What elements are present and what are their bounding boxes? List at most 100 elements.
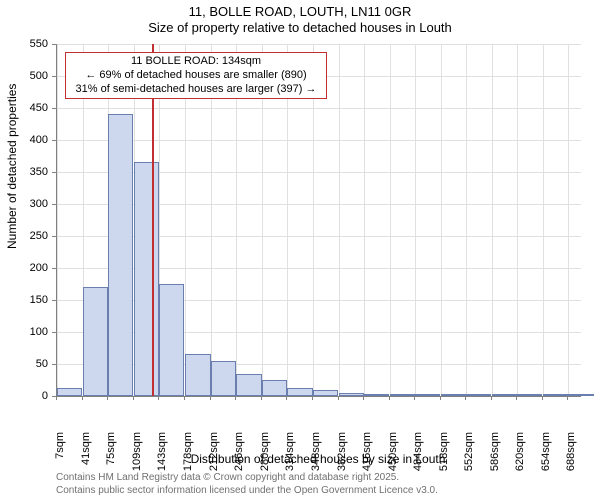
- chart-title-line2: Size of property relative to detached ho…: [0, 20, 600, 36]
- xtick-label: 552sqm: [463, 432, 475, 484]
- annotation-line: ← 69% of detached houses are smaller (89…: [72, 69, 320, 83]
- xtick-label: 586sqm: [489, 432, 501, 484]
- histogram-bar: [339, 393, 364, 396]
- xtick-mark: [440, 396, 441, 400]
- xtick-mark: [567, 396, 568, 400]
- histogram-bar: [441, 394, 466, 396]
- gridline-v: [517, 44, 518, 396]
- ytick-label: 300: [0, 198, 48, 210]
- chart-title-line1: 11, BOLLE ROAD, LOUTH, LN11 0GR: [0, 0, 600, 20]
- xtick-label: 688sqm: [565, 432, 577, 484]
- ytick-label: 50: [0, 358, 48, 370]
- ytick-label: 350: [0, 166, 48, 178]
- xtick-mark: [363, 396, 364, 400]
- histogram-bar: [262, 380, 287, 396]
- xtick-mark: [389, 396, 390, 400]
- xtick-mark: [158, 396, 159, 400]
- xtick-label: 348sqm: [310, 432, 322, 484]
- xtick-mark: [56, 396, 57, 400]
- gridline-v: [568, 44, 569, 396]
- xtick-label: 620sqm: [514, 432, 526, 484]
- xtick-label: 178sqm: [182, 432, 194, 484]
- xtick-mark: [312, 396, 313, 400]
- histogram-bar: [57, 388, 82, 396]
- ytick-mark: [52, 332, 56, 333]
- histogram-bar: [287, 388, 312, 396]
- histogram-bar: [390, 394, 415, 396]
- histogram-bar: [185, 354, 210, 396]
- xtick-mark: [414, 396, 415, 400]
- histogram-bar: [492, 394, 517, 396]
- ytick-mark: [52, 236, 56, 237]
- xtick-mark: [133, 396, 134, 400]
- gridline-v: [390, 44, 391, 396]
- ytick-mark: [52, 300, 56, 301]
- xtick-mark: [184, 396, 185, 400]
- xtick-label: 654sqm: [540, 432, 552, 484]
- annotation-line: 11 BOLLE ROAD: 134sqm: [72, 55, 320, 69]
- xtick-mark: [465, 396, 466, 400]
- histogram-bar: [134, 162, 159, 396]
- xtick-label: 314sqm: [284, 432, 296, 484]
- ytick-mark: [52, 204, 56, 205]
- xtick-mark: [286, 396, 287, 400]
- gridline-v: [339, 44, 340, 396]
- xtick-mark: [210, 396, 211, 400]
- xtick-label: 280sqm: [259, 432, 271, 484]
- ytick-mark: [52, 44, 56, 45]
- annotation-box: 11 BOLLE ROAD: 134sqm← 69% of detached h…: [65, 52, 327, 99]
- ytick-label: 200: [0, 262, 48, 274]
- xtick-label: 143sqm: [156, 432, 168, 484]
- histogram-bar: [211, 361, 236, 396]
- ytick-mark: [52, 108, 56, 109]
- ytick-label: 450: [0, 102, 48, 114]
- gridline-h: [57, 108, 581, 109]
- xtick-label: 41sqm: [80, 432, 92, 484]
- xtick-label: 518sqm: [438, 432, 450, 484]
- xtick-label: 7sqm: [54, 432, 66, 484]
- xtick-label: 75sqm: [105, 432, 117, 484]
- xtick-label: 109sqm: [131, 432, 143, 484]
- gridline-v: [466, 44, 467, 396]
- xtick-mark: [82, 396, 83, 400]
- ytick-label: 550: [0, 38, 48, 50]
- ytick-label: 400: [0, 134, 48, 146]
- ytick-mark: [52, 364, 56, 365]
- gridline-h: [57, 44, 581, 45]
- xtick-label: 450sqm: [387, 432, 399, 484]
- xtick-mark: [261, 396, 262, 400]
- ytick-mark: [52, 76, 56, 77]
- ytick-mark: [52, 140, 56, 141]
- attribution-line2: Contains public sector information licen…: [56, 485, 438, 498]
- xtick-mark: [491, 396, 492, 400]
- xtick-mark: [338, 396, 339, 400]
- histogram-bar: [568, 394, 593, 396]
- plot-area: 11 BOLLE ROAD: 134sqm← 69% of detached h…: [56, 44, 581, 397]
- histogram-bar: [543, 394, 568, 396]
- xtick-mark: [107, 396, 108, 400]
- ytick-label: 500: [0, 70, 48, 82]
- histogram-bar: [415, 394, 440, 396]
- ytick-mark: [52, 172, 56, 173]
- gridline-v: [415, 44, 416, 396]
- xtick-label: 484sqm: [412, 432, 424, 484]
- histogram-bar: [159, 284, 184, 396]
- histogram-bar: [313, 390, 338, 396]
- gridline-h: [57, 140, 581, 141]
- gridline-v: [492, 44, 493, 396]
- ytick-label: 150: [0, 294, 48, 306]
- xtick-label: 246sqm: [233, 432, 245, 484]
- histogram-bar: [364, 394, 389, 396]
- xtick-mark: [542, 396, 543, 400]
- ytick-label: 100: [0, 326, 48, 338]
- xtick-label: 416sqm: [361, 432, 373, 484]
- chart-container: 11, BOLLE ROAD, LOUTH, LN11 0GR Size of …: [0, 0, 600, 500]
- annotation-line: 31% of semi-detached houses are larger (…: [72, 83, 320, 97]
- gridline-v: [57, 44, 58, 396]
- ytick-label: 250: [0, 230, 48, 242]
- xtick-mark: [516, 396, 517, 400]
- xtick-label: 382sqm: [336, 432, 348, 484]
- ytick-label: 0: [0, 390, 48, 402]
- xtick-label: 212sqm: [208, 432, 220, 484]
- gridline-v: [364, 44, 365, 396]
